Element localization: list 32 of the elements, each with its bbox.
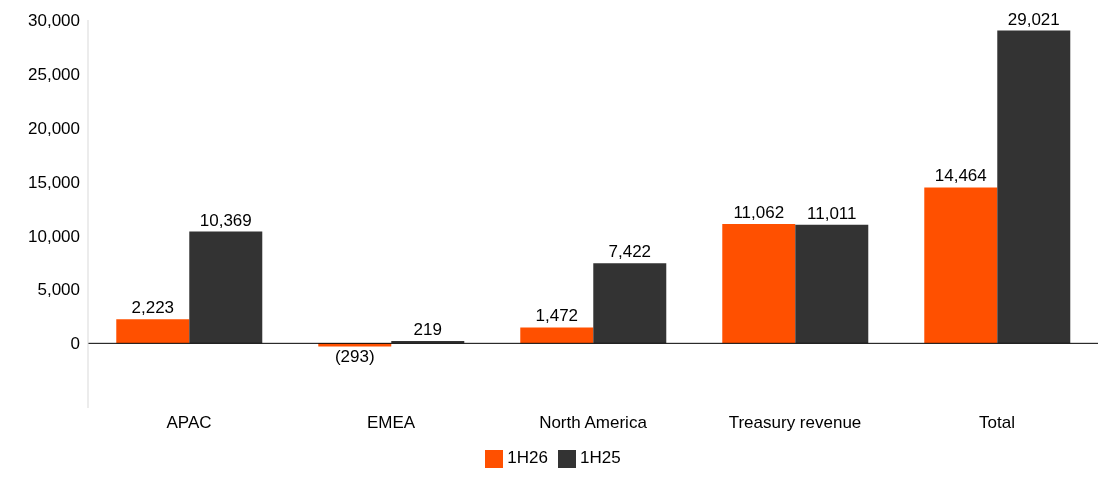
bar xyxy=(924,187,998,344)
x-tick-label: EMEA xyxy=(366,413,416,433)
bar xyxy=(520,327,594,344)
bar xyxy=(593,263,667,344)
y-tick-label: 20,000 xyxy=(28,118,80,138)
legend-label: 1H26 xyxy=(507,448,548,467)
y-tick-label: 10,000 xyxy=(28,226,80,246)
x-tick-label: North America xyxy=(539,413,648,433)
data-label: 14,464 xyxy=(934,166,987,186)
x-tick-label: Total xyxy=(979,413,1015,433)
data-label: 11,062 xyxy=(733,203,785,223)
data-label: (293) xyxy=(334,347,375,367)
y-tick-label: 30,000 xyxy=(28,11,80,31)
y-tick-label: 5,000 xyxy=(37,280,80,300)
y-tick-label: 15,000 xyxy=(28,172,80,192)
bar xyxy=(997,30,1071,344)
bar xyxy=(116,319,190,344)
data-label: 219 xyxy=(413,319,442,339)
legend-label: 1H25 xyxy=(580,448,621,467)
x-tick-label: APAC xyxy=(166,413,212,433)
data-label: 1,472 xyxy=(535,306,579,326)
bar xyxy=(722,224,796,344)
bar xyxy=(189,231,263,344)
data-label: 7,422 xyxy=(608,242,652,262)
y-tick-label: 0 xyxy=(70,334,80,354)
y-tick-label: 25,000 xyxy=(28,64,80,84)
bar xyxy=(795,224,869,344)
data-label: 2,223 xyxy=(131,298,175,318)
data-label: 11,011 xyxy=(807,203,857,223)
data-label: 10,369 xyxy=(199,210,252,230)
x-tick-label: Treasury revenue xyxy=(728,413,862,433)
data-label: 29,021 xyxy=(1007,9,1060,29)
